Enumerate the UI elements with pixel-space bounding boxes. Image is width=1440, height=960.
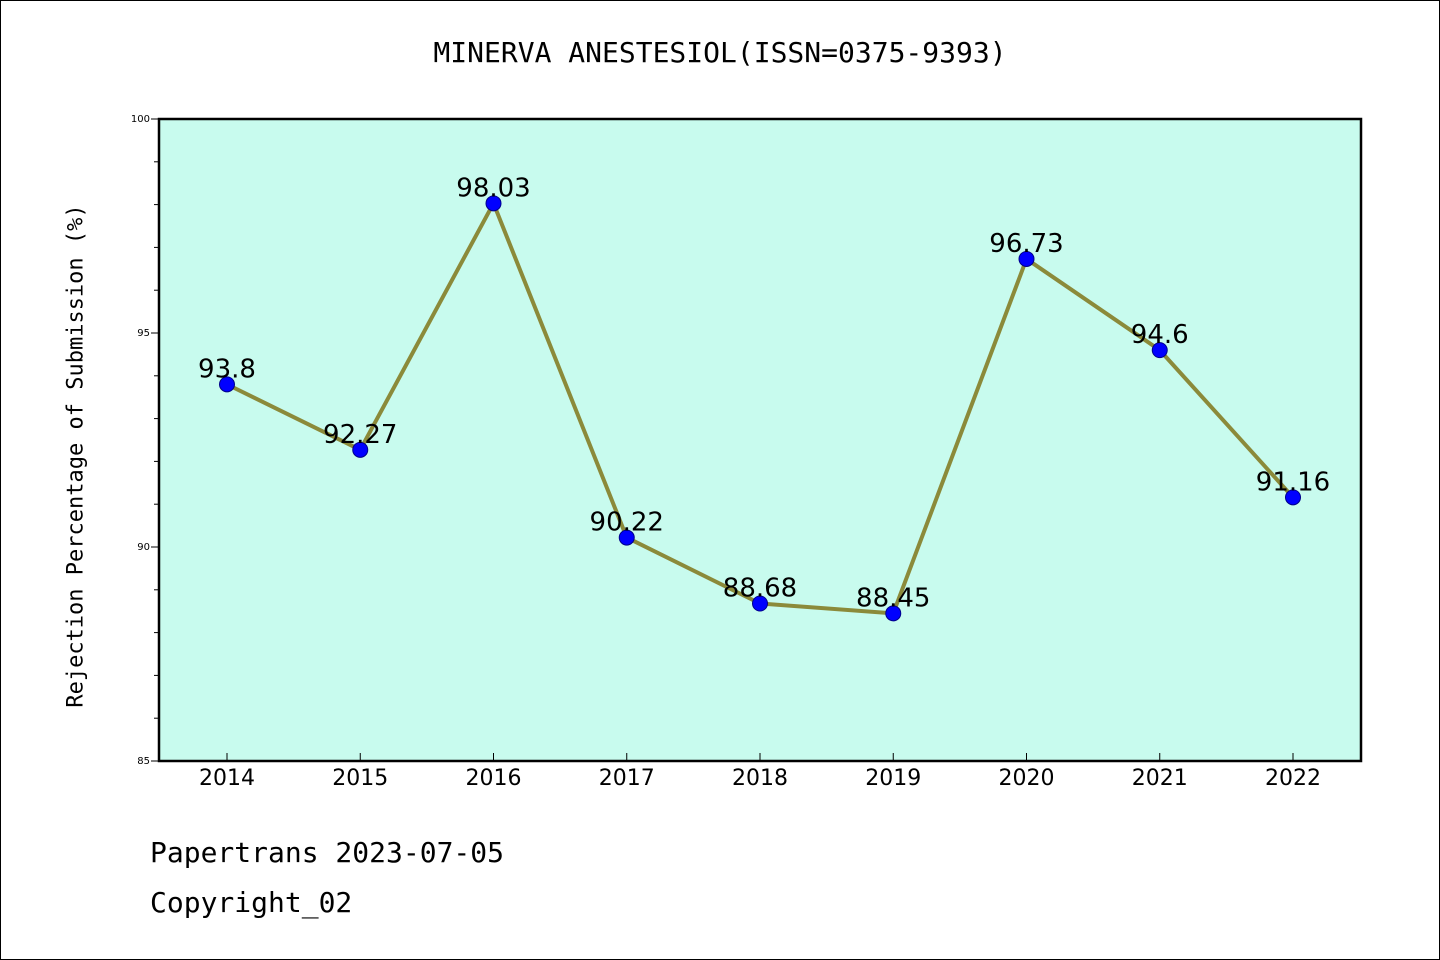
y-tick-label: 90 xyxy=(137,542,150,553)
data-label: 92.27 xyxy=(323,420,397,450)
data-point xyxy=(618,529,635,546)
data-point xyxy=(352,441,369,458)
data-label: 96.73 xyxy=(989,229,1063,259)
data-point xyxy=(752,595,768,612)
plot-area xyxy=(159,119,1361,761)
plot-border xyxy=(157,117,1363,763)
data-label: 88.68 xyxy=(723,573,797,603)
data-label: 88.45 xyxy=(856,583,930,613)
x-tick-label: 2020 xyxy=(999,766,1055,791)
data-point xyxy=(1018,250,1035,267)
data-point xyxy=(1151,342,1168,359)
x-tick-label: 2019 xyxy=(865,766,921,791)
footer-date: Papertrans 2023-07-05 xyxy=(150,836,505,869)
x-tick-label: 2016 xyxy=(466,766,522,791)
data-point xyxy=(885,605,902,622)
x-tick-label: 2021 xyxy=(1132,766,1188,791)
y-tick-label: 95 xyxy=(137,328,150,339)
data-point xyxy=(219,376,235,393)
data-point xyxy=(485,195,502,212)
y-tick-label: 100 xyxy=(131,114,150,125)
x-tick-label: 2017 xyxy=(599,766,655,791)
series-group: 93.8 92.27 98.03 90.22 88.68 88.45 96.73 94.6 91… xyxy=(198,173,1330,622)
x-tick-label: 2018 xyxy=(732,766,788,791)
y-axis-ticks: 85 90 95 100 xyxy=(131,114,159,767)
x-tick-label: 2015 xyxy=(332,766,388,791)
data-label: 98.03 xyxy=(456,173,530,203)
data-label: 93.8 xyxy=(198,354,256,384)
x-tick-label: 2014 xyxy=(199,766,255,791)
x-tick-label: 2022 xyxy=(1265,766,1321,791)
data-label: 94.6 xyxy=(1131,320,1189,350)
data-label: 91.16 xyxy=(1256,467,1330,497)
y-tick-label: 85 xyxy=(137,756,150,767)
data-label: 90.22 xyxy=(590,508,664,538)
x-axis-ticks: 2014 2015 2016 2017 2018 2019 2020 2021 2022 xyxy=(199,753,1321,791)
data-point xyxy=(1285,489,1301,506)
chart-title: MINERVA ANESTESIOL(ISSN=0375-9393) xyxy=(433,36,1007,69)
footer-copyright: Copyright_02 xyxy=(150,886,353,919)
